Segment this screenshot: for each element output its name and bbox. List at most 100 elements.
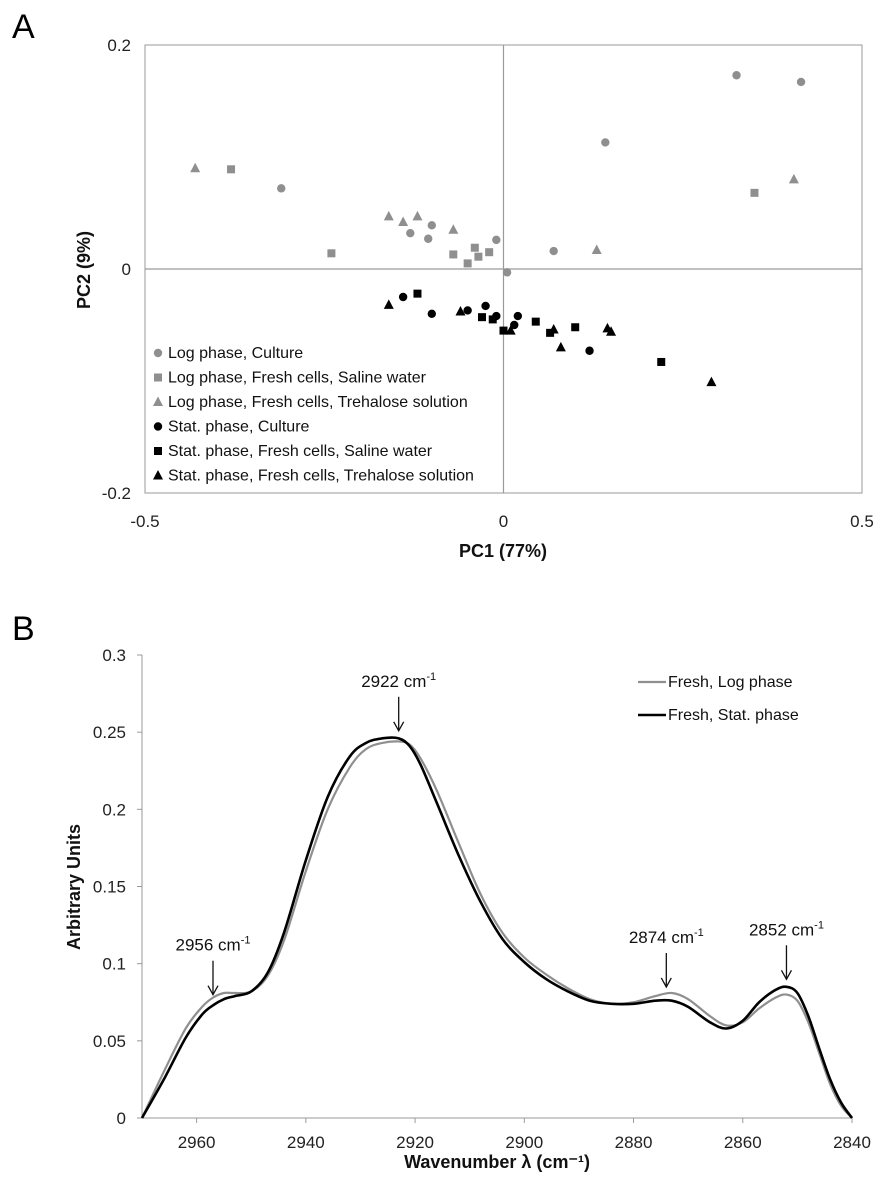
panel-b-x-tick-label: 2920 [396,1133,434,1152]
panel-a-point [591,244,602,254]
panel-a-point [413,289,422,298]
panel-a-point [406,228,415,238]
panel-a-point [531,317,540,326]
panel-a-x-tick-label: 0 [499,512,508,531]
panel-a-point [463,259,472,268]
panel-a-point [657,357,666,366]
panel-a-point [427,309,436,318]
panel-b-y-tick-label: 0.05 [93,1032,126,1051]
panel-b-x-tick-label: 2880 [615,1133,653,1152]
panel-a-point [470,243,479,252]
panel-a-point [455,306,466,316]
panel-a-y-tick-label: 0.2 [107,36,131,55]
panel-b-y-tick-label: 0.1 [102,955,126,974]
panel-a-point [750,188,759,197]
panel-a-point [463,306,472,315]
annotation-arrow-head [780,969,793,981]
panel-a-x-tick-label: -0.5 [130,512,159,531]
panel-a-ylabel: PC2 (9%) [74,231,94,309]
panel-a-point [427,221,436,230]
panel-b-spectra: B 0 0.05 0.1 0.15 0.2 0.25 0.3 2960 2940 2920 2900… [12,610,871,1172]
panel-a-point [571,323,580,332]
panel-a-point [485,248,494,257]
annotation-label: 2852 cm-1 [749,919,824,939]
panel-a-point [499,326,508,335]
panel-a-point [474,252,483,261]
panel-b-tick-labels: 0 0.05 0.1 0.15 0.2 0.25 0.3 2960 2940 2920 2900 28… [93,646,871,1152]
panel-a-legend-label: Stat. phase, Fresh cells, Saline water [168,443,433,460]
annotation-arrow-head [207,985,219,997]
annotation-label: 2956 cm-1 [176,935,251,955]
panel-a-point [449,250,458,259]
panel-b-y-tick-label: 0 [117,1109,126,1128]
panel-a-point [477,313,486,322]
panel-a-tick-labels: -0.5 0 0.5 0.2 0 -0.2 [102,36,874,531]
panel-a-point [788,173,799,184]
panel-a-point [505,325,516,335]
annotation-arrow-head [660,977,672,989]
panel-a-legend-marker [154,447,162,455]
panel-a-point [190,162,201,173]
panel-b-legend: Fresh, Log phase Fresh, Stat. phase [638,674,799,724]
panel-a-point [412,210,423,221]
panel-b-x-tick-label: 2840 [833,1133,871,1152]
panel-a-point [277,184,286,193]
panel-a-point [548,323,559,334]
panel-a-legend-marker [153,396,163,406]
panel-a-point [448,224,459,234]
panel-a-point [398,292,408,302]
panel-b-x-tick-label: 2900 [505,1133,543,1152]
panel-a-y-tick-label: -0.2 [102,484,131,503]
panel-b-x-tick-label: 2860 [724,1133,762,1152]
panel-a-point [606,326,617,336]
panel-b-y-tick-label: 0.3 [102,646,126,665]
panel-a-point [706,376,717,387]
panel-a-legend-marker [154,373,162,382]
panel-a-legend-label: Stat. phase, Fresh cells, Trehalose solu… [168,468,474,485]
panel-a-points [190,71,806,387]
panel-a-point [601,138,610,147]
panel-a-point [549,246,558,256]
panel-b-peak-annotations: 2956 cm-1 2922 cm-1 2874 cm-1 2852 cm-1 [176,671,824,997]
panel-a-legend-label: Log phase, Fresh cells, Saline water [168,370,427,387]
panel-b-y-tick-label: 0.15 [93,878,126,897]
series-line-stat-phase [140,736,854,1119]
panel-a-point [502,268,512,277]
panel-a-point [383,210,394,221]
annotation-label: 2874 cm-1 [629,927,704,947]
panel-b-x-tick-label: 2960 [178,1133,216,1152]
annotation-arrow-head [393,721,405,733]
panel-b-xlabel: Wavenumber λ (cm⁻¹) [404,1152,590,1172]
panel-a-scatter: A -0.5 0 0.5 0.2 0 -0.2 PC1 (77%) PC2 (9%) Lo… [12,8,874,561]
panel-a-legend-label: Log phase, Fresh cells, Trehalose soluti… [168,394,468,411]
panel-a-point [510,320,519,330]
panel-a-point [424,234,433,243]
panel-a-legend: Log phase, Culture Log phase, Fresh cells… [153,345,474,485]
panel-a-legend-label: Stat. phase, Culture [168,419,310,436]
panel-a-legend-marker [153,422,163,431]
panel-a-point [513,311,523,321]
panel-b-x-tick-label: 2940 [287,1133,325,1152]
panel-a-point [585,346,594,355]
panel-a-point [488,315,497,324]
panel-a-point [398,216,409,226]
panel-a-point [796,77,806,87]
panel-a-y-tick-label: 0 [122,260,131,279]
panel-a-point [481,301,490,311]
panel-a-point [492,235,501,245]
panel-b-legend-label: Fresh, Stat. phase [668,707,799,724]
panel-a-legend-label: Log phase, Culture [168,345,303,362]
panel-a-legend-marker [153,348,163,358]
panel-a-point [383,299,394,309]
panel-a-x-tick-label: 0.5 [850,512,874,531]
panel-b-ylabel: Arbitrary Units [64,824,84,950]
panel-b-series-lines [140,736,854,1119]
panel-a-point [732,71,741,80]
panel-a-xlabel: PC1 (77%) [459,541,547,561]
panel-a-point [555,341,566,352]
panel-a-legend-marker [153,470,163,480]
panel-a-letter: A [12,8,35,46]
panel-b-y-tick-label: 0.2 [102,800,126,819]
panel-a-point [227,165,236,174]
